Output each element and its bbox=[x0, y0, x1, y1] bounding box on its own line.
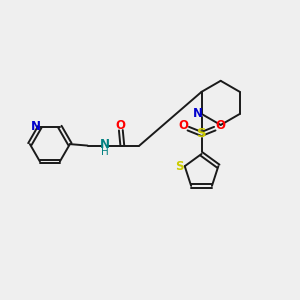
Text: N: N bbox=[193, 107, 203, 120]
Text: S: S bbox=[197, 128, 206, 140]
Text: O: O bbox=[178, 118, 188, 132]
Text: H: H bbox=[101, 147, 109, 157]
Text: N: N bbox=[100, 138, 110, 151]
Text: N: N bbox=[31, 120, 41, 133]
Text: O: O bbox=[116, 119, 126, 132]
Text: O: O bbox=[215, 118, 225, 132]
Text: S: S bbox=[175, 160, 184, 173]
